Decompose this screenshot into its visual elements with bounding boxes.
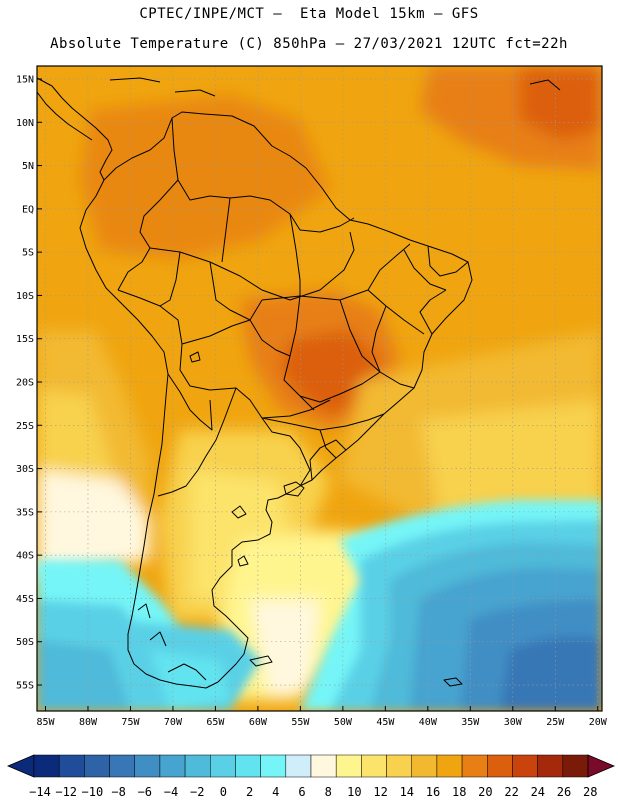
latitude-labels: 15N 10N 5N EQ 5S 10S 15S 20S 25S 30S 35S 40S 45S 50S 5… <box>16 74 42 692</box>
colorbar-arrow-high <box>587 754 616 778</box>
colorbar-label: 2 <box>246 785 253 799</box>
colorbar-label: −6 <box>138 785 152 799</box>
colorbar-label: 18 <box>452 785 466 799</box>
colorbar-swatch <box>461 754 488 778</box>
coastlines <box>37 77 561 689</box>
colorbar-label: 26 <box>557 785 571 799</box>
lon-label: 80W <box>79 717 98 728</box>
colorbar-arrow-low <box>6 754 35 778</box>
colorbar-label: 20 <box>478 785 492 799</box>
map-title-line1: CPTEC/INPE/MCT – Eta Model 15km – GFS <box>139 6 479 22</box>
lon-label: 40W <box>419 717 438 728</box>
lon-label: 50W <box>334 717 353 728</box>
colorbar-label: 8 <box>325 785 332 799</box>
lon-label: 55W <box>291 717 310 728</box>
colorbar-swatch <box>109 754 135 778</box>
lat-label: 10S <box>16 291 34 302</box>
lat-label: 55S <box>16 681 34 692</box>
colorbar-swatch <box>134 754 161 778</box>
colorbar-label: 16 <box>426 785 440 799</box>
colorbar-label: −12 <box>55 785 77 799</box>
colorbar: −14 −12 −10 −8 −6 −4 −2 0 2 4 6 8 10 12 14 16 18 20 22 24 26… <box>6 754 616 799</box>
colorbar-swatch <box>159 754 186 778</box>
colorbar-swatch <box>537 754 564 778</box>
lon-label: 20W <box>589 717 608 728</box>
lon-label: 85W <box>36 717 55 728</box>
colorbar-label: 28 <box>583 785 597 799</box>
lat-label: 50S <box>16 637 34 648</box>
colorbar-swatch <box>260 754 287 778</box>
lat-label: 15S <box>16 334 34 345</box>
colorbar-swatch <box>184 754 211 778</box>
colorbar-swatch <box>84 754 110 778</box>
colorbar-swatch <box>310 754 337 778</box>
lat-label: 40S <box>16 551 34 562</box>
colorbar-label: 22 <box>504 785 518 799</box>
lat-label: 10N <box>16 118 34 129</box>
lat-label: EQ <box>22 204 34 215</box>
colorbar-label: −4 <box>164 785 178 799</box>
colorbar-swatch <box>33 754 60 778</box>
colorbar-swatch <box>436 754 463 778</box>
colorbar-swatch <box>487 754 513 778</box>
lat-label: 15N <box>16 74 34 85</box>
lon-label: 25W <box>546 717 565 728</box>
lat-label: 30S <box>16 464 34 475</box>
colorbar-label: 14 <box>400 785 414 799</box>
lat-label: 25S <box>16 421 34 432</box>
colorbar-label: 4 <box>272 785 279 799</box>
colorbar-label: 24 <box>531 785 545 799</box>
colorbar-swatch <box>210 754 236 778</box>
colorbar-swatch <box>58 754 85 778</box>
colorbar-label: 0 <box>220 785 227 799</box>
colorbar-swatch <box>335 754 362 778</box>
lat-label: 5S <box>22 248 34 259</box>
lon-label: 60W <box>249 717 268 728</box>
lon-label: 35W <box>461 717 480 728</box>
longitude-labels: 85W 80W 75W 70W 65W 60W 55W 50W 45W 40W 35W 30W 25W 2… <box>36 706 608 728</box>
colorbar-label: 6 <box>298 785 305 799</box>
colorbar-label: −14 <box>29 785 51 799</box>
map-frame <box>36 65 603 712</box>
lat-label: 20S <box>16 378 34 389</box>
lon-label: 65W <box>206 717 225 728</box>
colorbar-label: −2 <box>190 785 204 799</box>
colorbar-label: −8 <box>111 785 125 799</box>
lon-label: 75W <box>121 717 140 728</box>
colorbar-swatch <box>361 754 387 778</box>
colorbar-swatch <box>235 754 261 778</box>
lat-label: 35S <box>16 507 34 518</box>
colorbar-label: −10 <box>82 785 104 799</box>
colorbar-label: 12 <box>373 785 387 799</box>
colorbar-label: 10 <box>347 785 361 799</box>
colorbar-swatch <box>411 754 438 778</box>
lat-label: 5N <box>22 161 34 172</box>
lon-label: 30W <box>504 717 523 728</box>
colorbar-swatch <box>386 754 412 778</box>
map-title-line2: Absolute Temperature (C) 850hPa – 27/03/… <box>50 36 568 52</box>
colorbar-swatch <box>562 754 589 778</box>
colorbar-swatch <box>512 754 538 778</box>
lat-label: 45S <box>16 594 34 605</box>
lon-label: 70W <box>164 717 183 728</box>
lon-label: 45W <box>376 717 395 728</box>
colorbar-swatch <box>285 754 312 778</box>
temperature-field <box>37 66 602 711</box>
